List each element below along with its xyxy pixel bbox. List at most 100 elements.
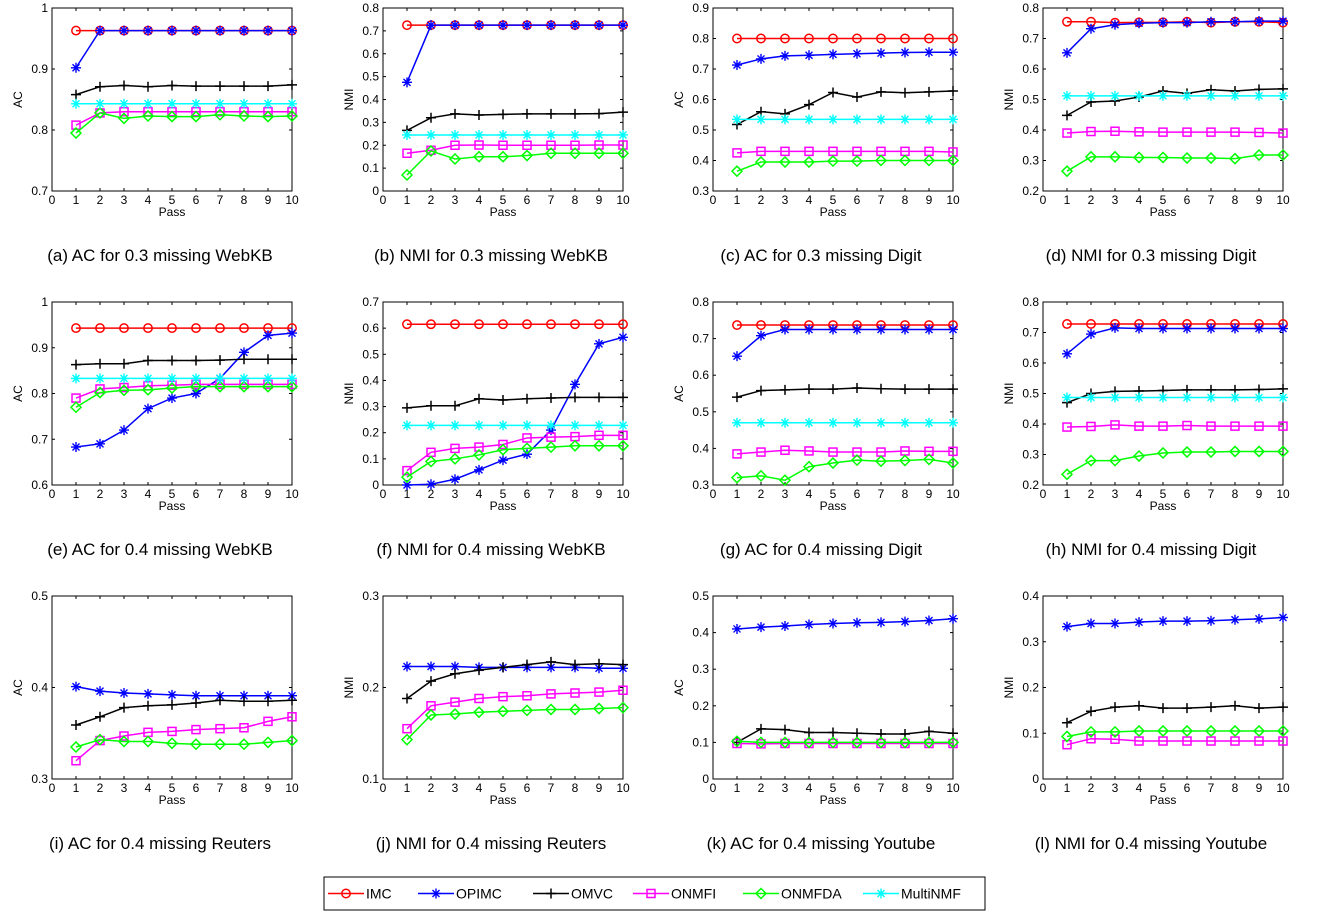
series-onmfda: [730, 735, 960, 749]
data-point: [1158, 90, 1168, 101]
data-point: [828, 727, 838, 738]
data-point: [568, 439, 582, 452]
x-tick-label: 10: [616, 193, 630, 207]
x-tick-label: 4: [145, 487, 152, 501]
y-tick-label: 0.3: [692, 662, 709, 676]
x-tick-label: 2: [758, 487, 765, 501]
data-point: [756, 447, 766, 457]
data-point: [900, 417, 910, 428]
data-point: [1134, 323, 1144, 334]
data-point: [756, 723, 766, 734]
data-point: [594, 392, 604, 403]
data-point: [1230, 700, 1240, 711]
y-tick-label: 0.7: [1022, 326, 1039, 340]
x-tick-label: 10: [946, 193, 960, 207]
data-point: [239, 81, 249, 92]
x-tick-label: 8: [1232, 781, 1239, 795]
series-onmfda: [1060, 148, 1290, 178]
plot-area: [382, 7, 624, 192]
data-point: [215, 25, 225, 36]
y-tick-label: 0.3: [31, 772, 48, 786]
data-point: [1156, 151, 1170, 164]
series-line: [407, 665, 623, 670]
data-point: [450, 400, 460, 411]
data-point: [239, 354, 249, 365]
data-point: [1110, 420, 1120, 430]
x-tick-label: 10: [1276, 781, 1290, 795]
data-point: [900, 114, 910, 125]
series-multinmf: [732, 417, 958, 428]
data-point: [594, 687, 604, 697]
x-axis-label: Pass: [490, 205, 517, 219]
y-axis-label: NMI: [1002, 89, 1016, 111]
data-point: [450, 420, 460, 431]
data-point: [780, 724, 790, 735]
data-point: [570, 108, 580, 119]
data-point: [450, 661, 460, 672]
series-line: [736, 328, 953, 357]
data-point: [93, 733, 107, 746]
x-tick-label: 5: [830, 193, 837, 207]
chart-g: 0 1 2 3 4 5 6 7 8 9 10 0.3 0.4 0.5 0.6 0.7 0.8 Pass AC (g) …: [672, 295, 960, 559]
x-tick-label: 2: [758, 193, 765, 207]
legend-entry-multinmf: MultiNMF: [863, 886, 961, 902]
data-point: [804, 33, 814, 44]
data-point: [71, 755, 81, 766]
x-tick-label: 2: [1088, 193, 1095, 207]
data-point: [239, 347, 249, 358]
data-point: [948, 33, 958, 44]
data-point: [594, 129, 604, 140]
x-tick-label: 7: [217, 193, 224, 207]
series-opimc: [732, 47, 958, 71]
data-point: [239, 323, 249, 334]
data-point: [1204, 445, 1218, 459]
data-point: [1110, 90, 1120, 101]
y-tick-label: 0.5: [31, 589, 48, 603]
y-tick-label: 0.5: [692, 589, 709, 603]
data-point: [426, 420, 436, 431]
data-point: [780, 417, 790, 428]
data-point: [1230, 16, 1240, 27]
y-tick-label: 0.4: [1022, 589, 1039, 603]
data-point: [117, 112, 131, 125]
x-axis-label: Pass: [490, 793, 517, 807]
data-point: [450, 140, 460, 150]
data-point: [948, 114, 958, 125]
data-point: [1230, 421, 1240, 431]
data-point: [804, 384, 814, 395]
x-tick-label: 6: [193, 487, 200, 501]
y-tick-label: 0.4: [1022, 123, 1039, 137]
data-point: [1110, 702, 1120, 713]
data-point: [522, 690, 532, 701]
data-point: [400, 733, 414, 746]
y-axis-label: NMI: [342, 383, 356, 405]
data-point: [426, 112, 436, 123]
series-onmfda: [69, 733, 299, 754]
y-tick-label: 0.4: [31, 681, 48, 695]
data-point: [165, 110, 179, 123]
data-point: [215, 373, 225, 384]
series-onmfda: [730, 154, 960, 178]
data-point: [900, 87, 910, 98]
data-point: [730, 735, 744, 748]
y-tick-label: 0.5: [692, 405, 709, 419]
data-point: [424, 144, 438, 158]
series-line: [1066, 737, 1283, 746]
subfigure-caption: (j) NMI for 0.4 missing Reuters: [376, 834, 607, 853]
data-point: [263, 81, 273, 92]
data-point: [756, 330, 766, 341]
legend-marker: [876, 888, 886, 899]
data-point: [263, 25, 273, 36]
data-point: [287, 712, 297, 722]
data-point: [215, 323, 225, 334]
data-point: [426, 479, 436, 490]
data-point: [95, 711, 105, 722]
data-point: [141, 383, 155, 396]
data-point: [852, 114, 862, 125]
data-point: [1062, 16, 1072, 27]
data-point: [143, 323, 153, 334]
data-point: [900, 616, 910, 627]
data-point: [876, 86, 886, 97]
data-point: [522, 433, 532, 443]
y-tick-label: 0.9: [31, 62, 48, 76]
